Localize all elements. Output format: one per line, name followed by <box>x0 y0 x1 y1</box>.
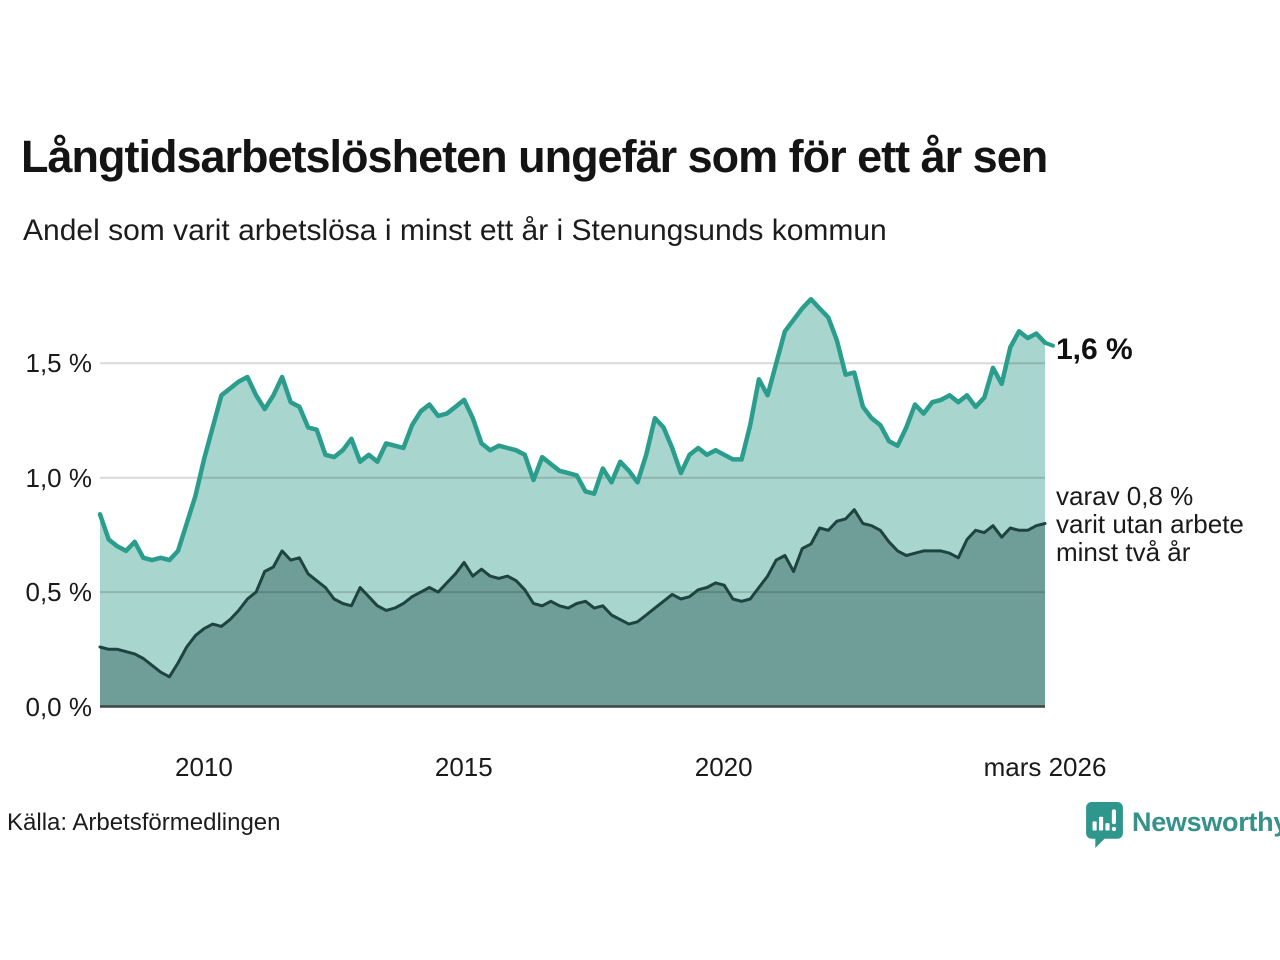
series-line-0 <box>97 296 1048 563</box>
x-axis-tick-label: 2020 <box>694 752 753 782</box>
y-axis-tick-label: 1,0 % <box>25 462 93 493</box>
speech-bubble-bar-chart-icon <box>1086 802 1123 853</box>
x-axis-tick-label: 2010 <box>175 752 233 782</box>
source-credit: Källa: Arbetsförmedlingen <box>7 809 281 836</box>
y-axis-tick-label: 0,5 % <box>25 577 93 608</box>
breakdown-annotation: varav 0,8 % varit utan arbete minst två … <box>1056 482 1244 566</box>
breakdown-line: minst två år <box>1056 537 1191 567</box>
brand-wordmark: Newsworthy <box>1132 807 1280 837</box>
breakdown-line: varit utan arbete <box>1056 509 1244 539</box>
breakdown-line: varav 0,8 % <box>1056 481 1194 511</box>
series-line-1 <box>98 508 1047 679</box>
newsworthy-logo[interactable]: Newsworthy <box>1086 802 1280 853</box>
latest-value-label: 1,6 % <box>1056 333 1133 366</box>
y-axis-tick-label: 0,0 % <box>25 691 93 722</box>
x-axis-tick-label: 2015 <box>434 752 493 782</box>
area-fill-series-1 <box>100 509 1045 707</box>
page-title: Långtidsarbetslösheten ungefär som för e… <box>21 131 1048 182</box>
end-tick-marker <box>1043 340 1055 348</box>
page-subtitle: Andel som varit arbetslösa i minst ett å… <box>23 214 887 247</box>
x-axis-tick-label: mars 2026 <box>983 752 1107 782</box>
y-axis-tick-label: 1,5 % <box>25 348 93 379</box>
